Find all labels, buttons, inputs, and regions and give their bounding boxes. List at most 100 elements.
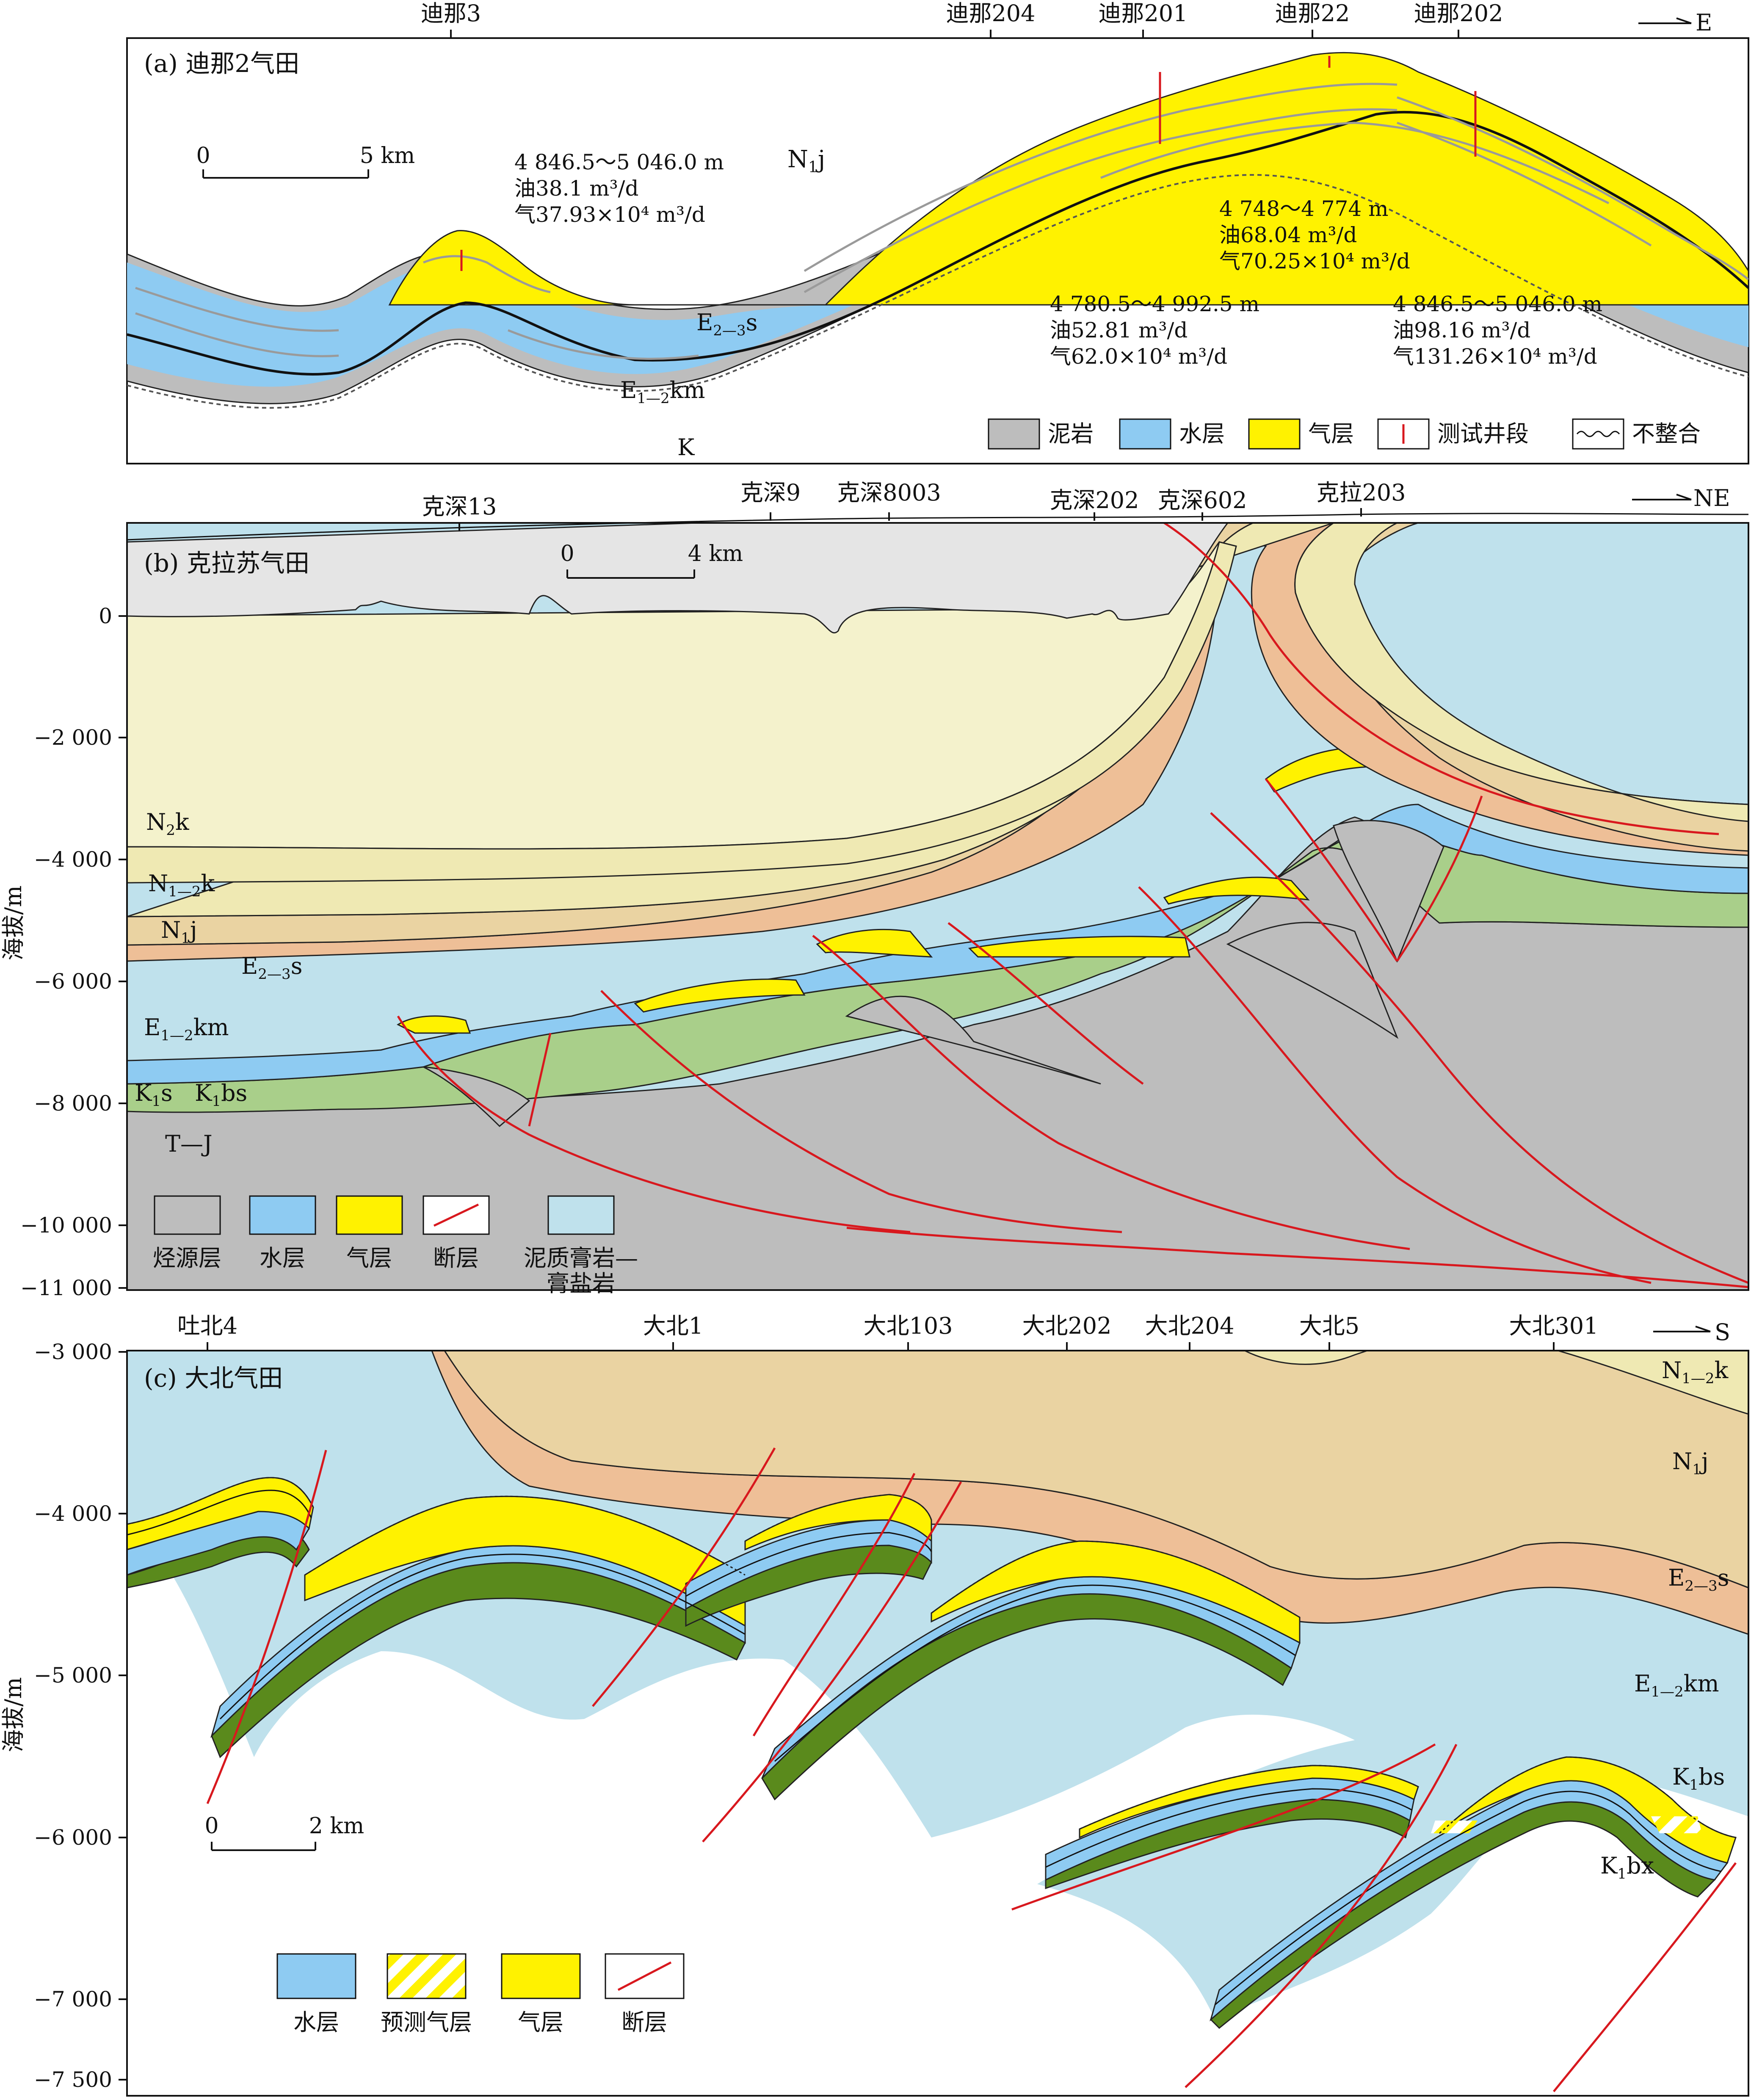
panel-a-unconformity (127, 174, 1748, 409)
well-label: 吐北4 (177, 1312, 238, 1339)
legend-label: 膏盐岩 (547, 1270, 615, 1297)
scale-start: 0 (560, 541, 574, 566)
formation-label: E1—2km (1634, 1670, 1719, 1700)
formation-label: K1bs (195, 1080, 247, 1110)
formation-label: N1j (161, 917, 197, 947)
panel-b-direction: NE (1632, 485, 1730, 511)
test-gas: 气37.93×10⁴ m³/d (514, 202, 705, 227)
well-label: 克深13 (422, 493, 497, 520)
formation-label: N2k (146, 809, 190, 839)
formation-label: E1—2km (144, 1014, 229, 1044)
scale-end: 2 km (309, 1813, 364, 1839)
formation-label-n1j: N1j (787, 146, 825, 176)
formation-label: N1—2k (148, 870, 215, 900)
legend-label: 断层 (433, 1245, 479, 1271)
well-label: 大北103 (863, 1312, 953, 1339)
panel-b-section (127, 523, 1748, 1290)
formation-label: K1bx (1600, 1852, 1654, 1882)
panel-b: 克深13 克深9 克深8003 克深202 克深602 克拉203 NE (b)… (0, 479, 1749, 1300)
panel-b-scale-bar: 0 4 km (560, 541, 743, 579)
panel-b-legend: 烃源层 水层 气层 断层 泥质膏岩— 膏盐岩 (153, 1195, 638, 1297)
well-label: 迪那201 (1098, 0, 1188, 27)
y-tick-label: −6 000 (34, 1825, 112, 1850)
panel-a-horizon-line (127, 111, 1748, 376)
legend-label: 不整合 (1632, 420, 1701, 447)
panel-b-y-axis: 0 −2 000 −4 000 −6 000 −8 000 −10 000 −1… (0, 604, 127, 1300)
panel-c-wells: 吐北4 大北1 大北103 大北202 大北204 大北5 大北301 (177, 1312, 1599, 1351)
legend-label: 泥质膏岩— (524, 1245, 638, 1271)
panel-a-title: (a) 迪那2气田 (144, 49, 299, 78)
panel-a-wells: 迪那3 迪那204 迪那201 迪那22 迪那202 (421, 0, 1503, 38)
panel-b-n12k-band (127, 541, 1237, 884)
panel-a-gas-layer (388, 52, 1748, 306)
scale-end: 4 km (688, 541, 743, 566)
legend-label: 气层 (346, 1245, 392, 1271)
y-tick-label: −5 000 (34, 1663, 112, 1688)
test-depth: 4 846.5～5 046.0 m (514, 150, 724, 174)
panel-c-direction: S (1653, 1319, 1730, 1346)
test-gas: 气131.26×10⁴ m³/d (1393, 344, 1597, 369)
direction-label: NE (1693, 485, 1730, 511)
direction-label: E (1696, 9, 1712, 36)
panel-c-frame (126, 1350, 1749, 2097)
panel-a-test-intervals (460, 56, 1477, 271)
panel-a-legend: 泥岩 水层 气层 测试井段 不整合 (988, 418, 1701, 450)
panel-c-formation-labels: N1—2k N1j E2—3s E1—2km K1bs K1bx (1600, 1357, 1729, 1882)
test-oil: 油98.16 m³/d (1393, 318, 1530, 343)
panel-b-faults (397, 523, 1748, 1288)
test-oil: 油38.1 m³/d (514, 176, 639, 201)
panel-a-section (127, 52, 1748, 409)
panel-c-slab-5 (1045, 1765, 1419, 1890)
formation-label: T—J (165, 1130, 213, 1157)
y-tick-label: −10 000 (20, 1213, 112, 1238)
formation-label-k: K (677, 434, 695, 461)
test-gas: 气62.0×10⁴ m³/d (1050, 344, 1227, 369)
well-label: 大北204 (1145, 1312, 1234, 1339)
panel-b-wells: 克深13 克深9 克深8003 克深202 克深602 克拉203 (422, 479, 1406, 531)
panel-b-gas-caps (396, 746, 1419, 1034)
panel-c-faults (206, 1447, 1737, 2092)
well-label: 迪那202 (1414, 0, 1503, 27)
well-label: 克深202 (1049, 487, 1139, 514)
scale-end: 5 km (360, 143, 415, 169)
scale-start: 0 (196, 143, 210, 169)
y-tick-label: −7 000 (34, 1987, 112, 2012)
formation-label-e12km: E1—2km (620, 377, 705, 407)
direction-label: S (1715, 1319, 1730, 1346)
well-label: 迪那3 (421, 0, 481, 27)
formation-label-e23s: E2—3s (696, 309, 757, 339)
panel-b-formation-labels: N2k N1—2k N1j E2—3s E1—2km K1s K1bs T—J (135, 809, 302, 1157)
legend-label: 测试井段 (1437, 420, 1529, 447)
panel-a-scale-bar: 0 5 km (196, 143, 415, 179)
well-label: 克深8003 (837, 479, 941, 506)
formation-label: K1bs (1672, 1763, 1725, 1793)
y-tick-label: −8 000 (34, 1091, 112, 1116)
formation-label: N1j (1672, 1448, 1709, 1478)
panel-c-scale-bar: 0 2 km (204, 1813, 364, 1851)
formation-label: K1s (135, 1080, 173, 1110)
panel-c-n1j (444, 1351, 1748, 1589)
well-label: 大北202 (1022, 1312, 1111, 1339)
panel-a-interbeds (135, 83, 1748, 360)
well-label: 大北301 (1509, 1312, 1598, 1339)
y-tick-label: −4 000 (34, 1501, 112, 1526)
legend-label: 水层 (293, 2009, 339, 2036)
y-axis-label: 海拔/m (0, 1677, 27, 1752)
panel-c-unconformity (127, 1477, 1736, 1838)
formation-label: N1—2k (1662, 1357, 1729, 1387)
panel-c-legend: 水层 预测气层 气层 断层 (276, 1953, 685, 2036)
panel-c-n12k-right (1558, 1351, 1748, 1415)
panel-b-title: (b) 克拉苏气田 (144, 549, 309, 578)
test-depth: 4 780.5～4 992.5 m (1050, 292, 1259, 316)
well-label: 克拉203 (1316, 479, 1406, 506)
well-label: 克深9 (740, 479, 801, 506)
legend-label: 气层 (518, 2009, 563, 2036)
scale-start: 0 (204, 1813, 218, 1839)
panel-c-horizon-lines (127, 1489, 1721, 2006)
panel-c-slab-3 (685, 1494, 932, 1627)
well-label: 大北5 (1299, 1312, 1359, 1339)
panel-c-section (127, 1351, 1748, 2096)
panel-b-thrust-blocks (423, 820, 1444, 1127)
